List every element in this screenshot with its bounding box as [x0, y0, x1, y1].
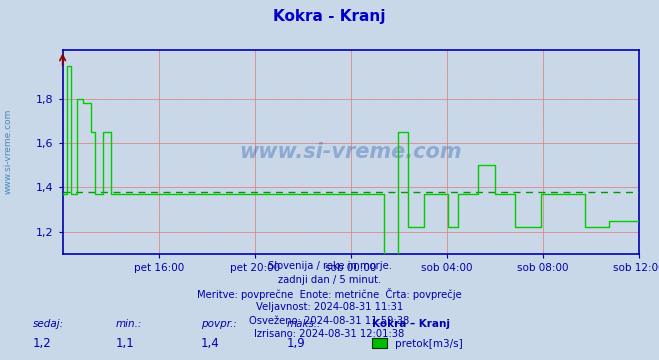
- Text: Osveženo: 2024-08-31 11:59:38: Osveženo: 2024-08-31 11:59:38: [249, 316, 410, 326]
- Text: Veljavnost: 2024-08-31 11:31: Veljavnost: 2024-08-31 11:31: [256, 302, 403, 312]
- Text: 1,2: 1,2: [33, 337, 51, 350]
- Text: www.si-vreme.com: www.si-vreme.com: [240, 142, 462, 162]
- Text: povpr.:: povpr.:: [201, 319, 237, 329]
- Text: 1,4: 1,4: [201, 337, 219, 350]
- Text: min.:: min.:: [115, 319, 142, 329]
- Text: 1,1: 1,1: [115, 337, 134, 350]
- Text: Izrisano: 2024-08-31 12:01:38: Izrisano: 2024-08-31 12:01:38: [254, 329, 405, 339]
- Text: 1,9: 1,9: [287, 337, 305, 350]
- Text: www.si-vreme.com: www.si-vreme.com: [4, 108, 13, 194]
- Text: zadnji dan / 5 minut.: zadnji dan / 5 minut.: [278, 275, 381, 285]
- Text: Slovenija / reke in morje.: Slovenija / reke in morje.: [268, 261, 391, 271]
- Text: Kokra - Kranj: Kokra - Kranj: [273, 9, 386, 24]
- Text: Meritve: povprečne  Enote: metrične  Črta: povprečje: Meritve: povprečne Enote: metrične Črta:…: [197, 288, 462, 300]
- Text: sedaj:: sedaj:: [33, 319, 64, 329]
- Text: Kokra – Kranj: Kokra – Kranj: [372, 319, 450, 329]
- Text: maks.:: maks.:: [287, 319, 322, 329]
- Text: pretok[m3/s]: pretok[m3/s]: [395, 339, 463, 349]
